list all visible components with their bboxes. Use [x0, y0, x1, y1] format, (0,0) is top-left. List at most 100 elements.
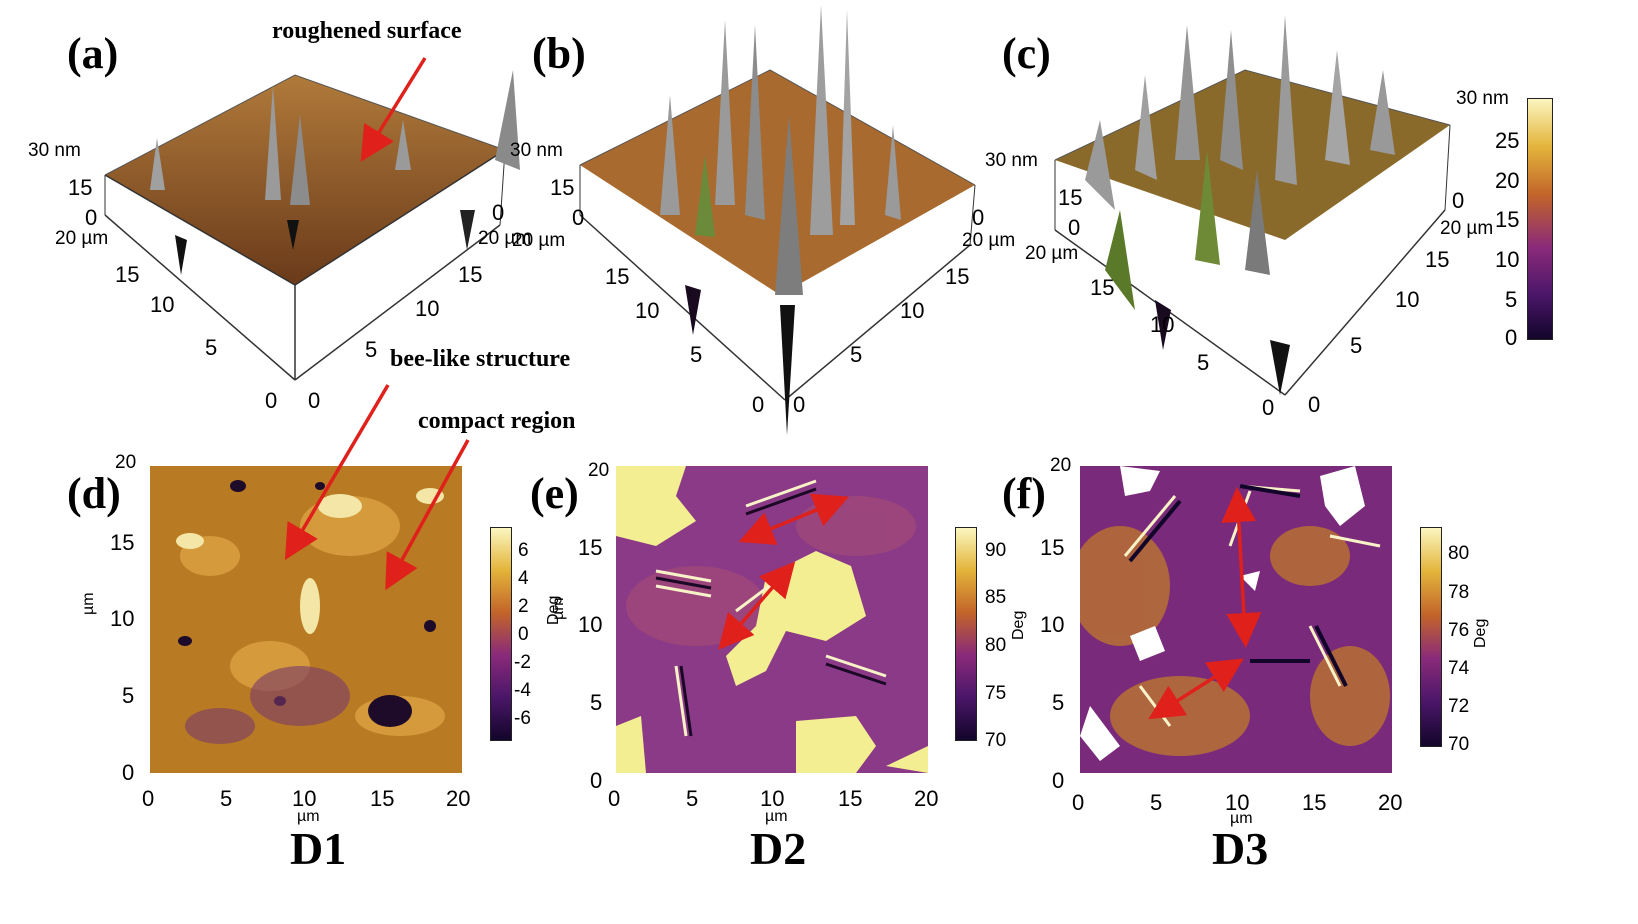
- f-x-unit: µm: [1230, 810, 1253, 827]
- phase-colorbar-d: [490, 527, 512, 741]
- height-cbar-tick-20: 20: [1495, 168, 1520, 193]
- annotation-bee-like-structure: bee-like structure: [390, 346, 571, 372]
- y-tick-a-10: 10: [415, 296, 440, 321]
- y-tick-b-0: 0: [793, 392, 806, 417]
- x-tick-a-10: 10: [150, 292, 175, 317]
- f-y-tick-10: 10: [1040, 612, 1065, 637]
- e-x-unit: µm: [765, 808, 788, 825]
- d-x-tick-20: 20: [446, 786, 471, 811]
- z-tick-c-15: 15: [1058, 185, 1083, 210]
- y-tick-c-0: 0: [1308, 392, 1321, 417]
- cbar-f-tick-4: 72: [1448, 696, 1470, 717]
- height-cbar-tick-15: 15: [1495, 207, 1520, 232]
- cbar-f-tick-0: 80: [1448, 543, 1470, 564]
- x-tick-b-0: 0: [752, 392, 765, 417]
- d-y-tick-0: 0: [122, 760, 135, 785]
- z-tick-a-0: 0: [85, 205, 98, 230]
- y-tick-b-5: 5: [850, 342, 863, 367]
- f-y-tick-5: 5: [1052, 690, 1065, 715]
- cbar-f-tick-3: 74: [1448, 658, 1470, 679]
- e-y-tick-20: 20: [588, 460, 610, 481]
- d-y-tick-5: 5: [122, 683, 135, 708]
- side-zero-a: 0: [492, 200, 505, 225]
- annotation-roughened-surface: roughened surface: [272, 18, 462, 44]
- annotation-compact-region: compact region: [418, 408, 576, 434]
- cbar-e-tick-0: 90: [985, 540, 1007, 561]
- d-x-tick-10: 10: [292, 786, 317, 811]
- x-label-b: 20 µm: [512, 230, 566, 251]
- x-tick-a-15: 15: [115, 262, 140, 287]
- cbar-d-tick-5: -4: [514, 680, 531, 701]
- phase-map-d: [150, 466, 462, 773]
- d-x-unit: µm: [297, 808, 320, 825]
- panel-label-c: (c): [1002, 29, 1051, 78]
- z-tick-b-0: 0: [572, 205, 585, 230]
- f-y-tick-0: 0: [1052, 768, 1065, 793]
- x-label-c: 20 µm: [1025, 243, 1079, 264]
- sample-label-d1: D1: [290, 823, 347, 874]
- cbar-d-tick-0: 6: [518, 540, 529, 561]
- surface-3d-b: [579, 5, 976, 435]
- surface-3d-c: [1054, 15, 1451, 396]
- sample-label-d2: D2: [750, 823, 807, 874]
- f-x-tick-0: 0: [1072, 790, 1085, 815]
- x-tick-c-0: 0: [1262, 395, 1275, 420]
- z-label-b: 30 nm: [510, 140, 563, 161]
- y-tick-c-15: 15: [1425, 247, 1450, 272]
- side-zero-b: 0: [972, 205, 985, 230]
- f-x-tick-10: 10: [1225, 790, 1250, 815]
- d-y-tick-20: 20: [115, 452, 137, 473]
- cbar-d-tick-1: 4: [518, 568, 529, 589]
- height-cbar-tick-25: 25: [1495, 128, 1520, 153]
- e-y-tick-5: 5: [590, 690, 603, 715]
- y-end-b: 20 µm: [962, 230, 1016, 251]
- y-tick-c-5: 5: [1350, 333, 1363, 358]
- d-x-tick-15: 15: [370, 786, 395, 811]
- height-cbar-tick-30: 30 nm: [1456, 88, 1509, 109]
- panel-label-b: (b): [532, 29, 586, 78]
- f-x-tick-5: 5: [1150, 790, 1163, 815]
- x-tick-a-5: 5: [205, 335, 218, 360]
- y-tick-b-10: 10: [900, 298, 925, 323]
- e-x-tick-5: 5: [686, 786, 699, 811]
- height-colorbar: [1527, 98, 1553, 340]
- z-tick-b-15: 15: [550, 175, 575, 200]
- phase-map-e: [616, 466, 928, 773]
- x-tick-b-10: 10: [635, 298, 660, 323]
- sample-label-d3: D3: [1212, 823, 1269, 874]
- x-tick-c-15: 15: [1090, 275, 1115, 300]
- cbar-f-tick-2: 76: [1448, 620, 1470, 641]
- height-cbar-tick-5: 5: [1505, 287, 1518, 312]
- panel-label-f: (f): [1002, 469, 1046, 518]
- d-x-tick-0: 0: [142, 786, 155, 811]
- d-y-tick-10: 10: [110, 606, 135, 631]
- d-y-unit: µm: [80, 592, 97, 615]
- x-tick-c-5: 5: [1197, 350, 1210, 375]
- phase-colorbar-e: [955, 527, 977, 741]
- y-end-c: 20 µm: [1440, 218, 1494, 239]
- f-y-tick-20: 20: [1050, 455, 1072, 476]
- cbar-f-tick-1: 78: [1448, 582, 1470, 603]
- height-cbar-tick-10: 10: [1495, 247, 1520, 272]
- cbar-e-tick-1: 85: [985, 587, 1007, 608]
- x-tick-b-15: 15: [605, 264, 630, 289]
- y-tick-a-15: 15: [458, 262, 483, 287]
- z-tick-a-15: 15: [68, 175, 93, 200]
- cbar-e-unit: Deg: [1010, 610, 1027, 640]
- cbar-e-tick-2: 80: [985, 635, 1007, 656]
- height-cbar-tick-0: 0: [1505, 325, 1518, 350]
- cbar-f-unit: Deg: [1472, 618, 1489, 648]
- y-tick-a-0: 0: [308, 388, 321, 413]
- e-y-tick-0: 0: [590, 768, 603, 793]
- phase-map-f: [1080, 466, 1392, 773]
- e-x-tick-0: 0: [608, 786, 621, 811]
- e-y-unit: µm: [550, 597, 567, 620]
- d-y-tick-15: 15: [110, 530, 135, 555]
- x-tick-b-5: 5: [690, 342, 703, 367]
- cbar-f-tick-5: 70: [1448, 734, 1470, 755]
- z-label-c-left: 30 nm: [985, 150, 1038, 171]
- e-x-tick-15: 15: [838, 786, 863, 811]
- cbar-e-tick-4: 70: [985, 730, 1007, 751]
- f-x-tick-15: 15: [1302, 790, 1327, 815]
- cbar-e-tick-3: 75: [985, 683, 1007, 704]
